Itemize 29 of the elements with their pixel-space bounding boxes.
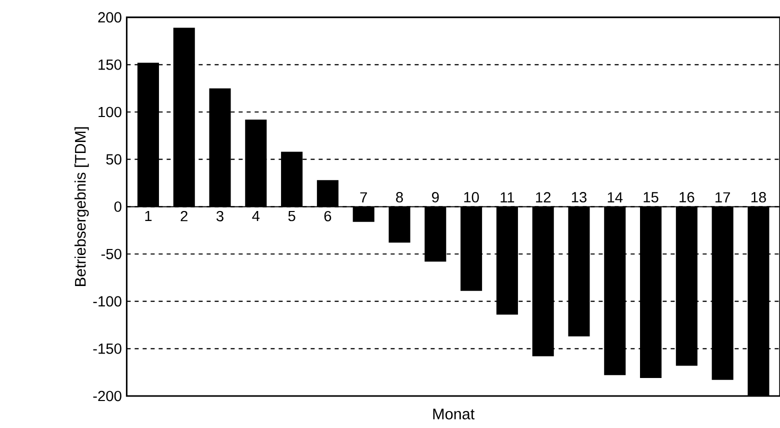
y-tick-label: -200 [93,390,122,402]
y-tick-label: -50 [101,248,122,260]
y-axis-title: Betriebsergebnis [TDM] [74,127,89,286]
x-tick-label: 1 [145,210,152,222]
x-tick-label: 14 [608,192,623,202]
x-tick-label: 16 [680,192,694,202]
x-tick-label: 4 [252,210,260,222]
x-axis-title: Monat [433,408,475,420]
x-tick-label: 10 [464,192,479,202]
x-tick-label: 11 [500,192,514,202]
x-tick-label: 12 [536,192,551,202]
x-tick-label: 15 [644,192,658,202]
x-tick-label: 5 [288,210,296,222]
x-tick-label: 6 [324,210,332,222]
y-tick-label: 150 [98,59,122,70]
x-tick-label: 18 [751,192,766,202]
y-tick-label: -100 [93,296,122,307]
y-tick-label: 50 [106,154,122,165]
x-tick-label: 7 [360,192,367,202]
x-tick-label: 8 [396,192,403,202]
y-tick-label: 100 [98,106,122,118]
x-tick-label: 13 [572,192,586,202]
x-tick-label: 3 [216,210,224,222]
y-tick-label: 200 [98,12,122,23]
x-tick-label: 9 [432,192,439,202]
y-tick-label: -150 [93,343,122,354]
y-tick-label: 0 [114,201,122,212]
x-tick-label: 2 [180,210,188,222]
x-tick-label: 17 [716,192,730,202]
